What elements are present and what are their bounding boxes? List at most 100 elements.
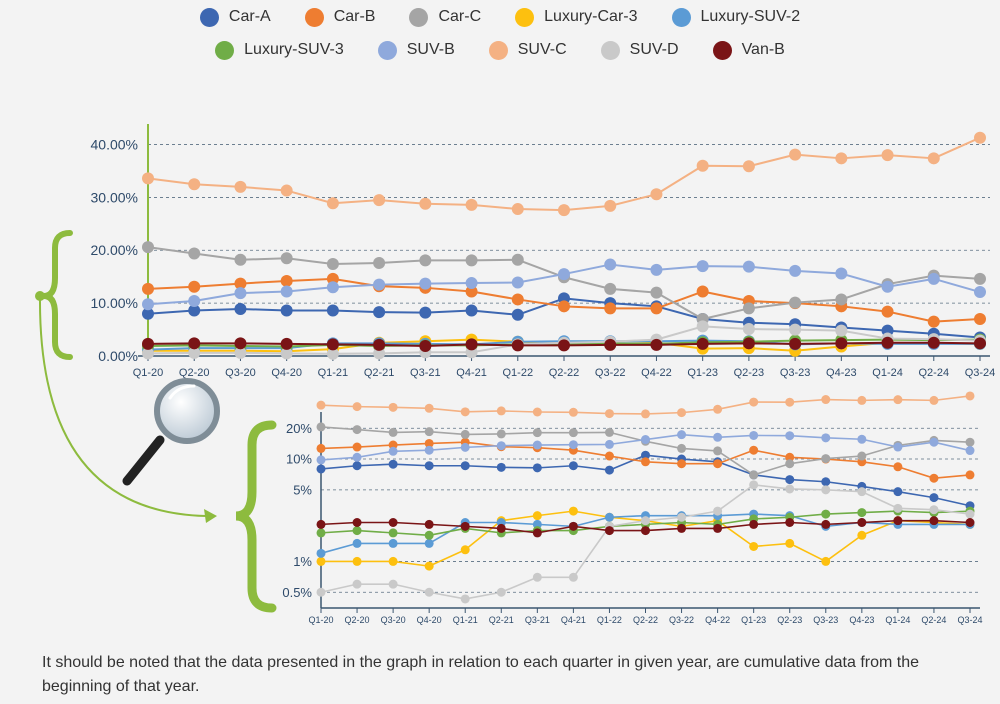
data-point <box>511 203 524 216</box>
x-tick-label: Q3-20 <box>381 615 406 625</box>
data-point <box>821 433 831 443</box>
data-point <box>280 252 293 265</box>
data-point <box>142 307 154 320</box>
series-car-c <box>142 241 986 325</box>
data-point <box>465 198 478 211</box>
data-point <box>142 282 154 295</box>
legend-item-car-a: Car-A <box>199 7 271 27</box>
data-point <box>352 442 362 452</box>
data-point <box>696 260 709 273</box>
data-point <box>641 526 650 536</box>
data-point <box>604 526 614 536</box>
legend-item-luxury-car-3: Luxury-Car-3 <box>515 7 638 27</box>
data-point <box>927 336 940 349</box>
legend-marker <box>712 40 732 60</box>
data-point <box>373 306 386 319</box>
x-tick-label: Q3-22 <box>669 615 694 625</box>
data-point <box>465 285 478 298</box>
series-line <box>147 136 981 212</box>
data-point <box>929 505 939 515</box>
data-point <box>532 519 542 529</box>
data-point <box>496 406 506 416</box>
data-point <box>893 487 903 497</box>
data-point <box>893 395 903 405</box>
data-point <box>929 516 939 526</box>
data-point <box>821 454 831 464</box>
legend-label: SUV-C <box>517 41 567 58</box>
x-tick-label: Q1-20 <box>133 367 164 379</box>
data-point <box>558 268 570 281</box>
x-tick-label: Q3-21 <box>410 367 441 379</box>
data-point <box>929 493 939 503</box>
data-point <box>234 253 247 266</box>
data-point <box>893 503 903 513</box>
data-point <box>352 402 362 412</box>
data-point <box>893 442 903 452</box>
data-point <box>713 506 723 516</box>
data-point <box>696 320 709 333</box>
data-point <box>316 464 326 474</box>
data-point <box>280 274 293 287</box>
data-point <box>326 281 339 294</box>
legend-marker <box>488 40 508 60</box>
data-point <box>821 395 831 405</box>
data-point <box>234 287 247 300</box>
data-point <box>460 545 470 555</box>
data-point <box>188 247 201 260</box>
data-point <box>893 516 903 526</box>
data-point <box>424 519 434 529</box>
data-point <box>857 395 867 405</box>
y-tick-label: 5% <box>293 482 312 497</box>
y-tick-label: 40.00% <box>91 136 138 152</box>
data-point <box>568 521 578 531</box>
data-point <box>785 397 795 407</box>
data-point <box>881 149 894 162</box>
x-tick-label: Q2-21 <box>489 615 514 625</box>
legend-marker <box>409 7 429 27</box>
data-point <box>142 172 154 185</box>
legend-item-luxury-suv-3: Luxury-SUV-3 <box>215 40 344 60</box>
y-tick-label: 30.00% <box>91 189 138 205</box>
data-point <box>604 282 617 295</box>
data-point <box>188 295 201 308</box>
x-tick-label: Q3-23 <box>780 367 811 379</box>
data-point <box>974 337 986 350</box>
data-point <box>373 338 386 351</box>
x-tick-label: Q4-21 <box>456 367 487 379</box>
data-point <box>821 509 831 519</box>
x-tick-label: Q1-24 <box>885 615 910 625</box>
curly-brace-icon <box>235 420 277 613</box>
curly-brace-icon <box>43 230 73 360</box>
data-point <box>927 272 940 285</box>
legend-marker <box>304 7 324 27</box>
data-point <box>532 511 542 521</box>
data-point <box>677 459 687 469</box>
series-van-b <box>142 336 986 352</box>
data-point <box>424 427 434 437</box>
data-point <box>188 337 201 350</box>
data-point <box>641 457 650 467</box>
data-point <box>821 485 831 495</box>
data-point <box>881 336 894 349</box>
data-point <box>316 422 326 432</box>
data-point <box>188 280 201 293</box>
data-point <box>142 241 154 254</box>
data-point <box>927 152 940 165</box>
legend-item-suv-c: SUV-C <box>488 40 567 60</box>
x-tick-label: Q1-20 <box>308 615 333 625</box>
data-point <box>785 484 795 494</box>
data-point <box>558 204 570 217</box>
legend-label: Car-A <box>228 8 271 25</box>
data-point <box>650 286 663 299</box>
data-point <box>460 461 470 471</box>
data-point <box>965 470 975 480</box>
data-point <box>929 473 939 483</box>
data-point <box>280 184 293 197</box>
data-point <box>388 446 398 456</box>
data-point <box>568 572 578 582</box>
data-point <box>568 440 578 450</box>
x-tick-label: Q1-24 <box>872 367 903 379</box>
data-point <box>326 304 339 317</box>
data-point <box>677 430 687 440</box>
x-tick-label: Q2-24 <box>921 615 946 625</box>
